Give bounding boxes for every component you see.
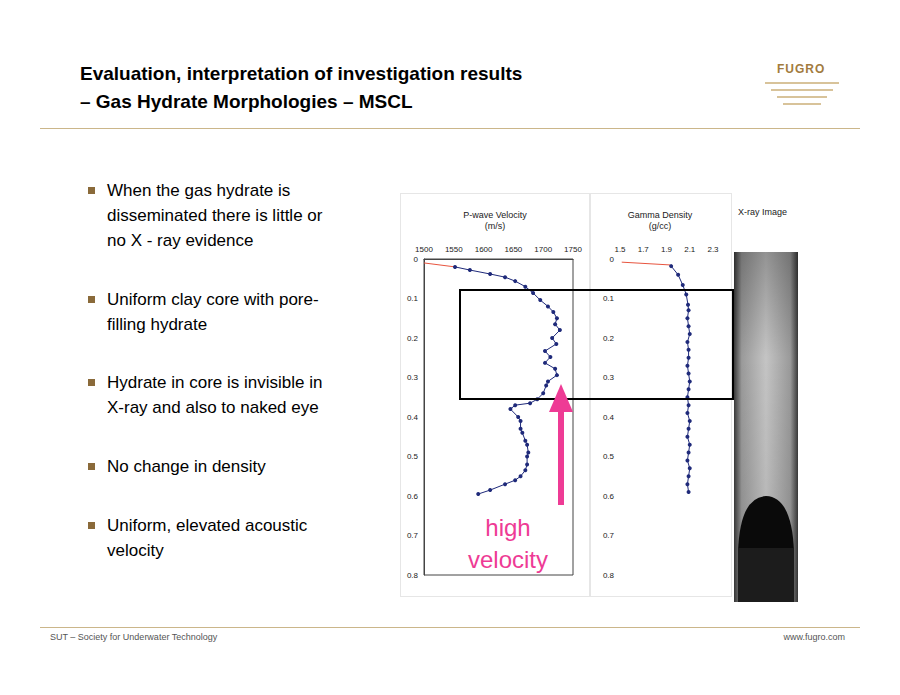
svg-text:0: 0 [414, 255, 419, 264]
svg-text:0.6: 0.6 [603, 492, 615, 501]
svg-text:1700: 1700 [534, 245, 552, 254]
svg-text:1600: 1600 [475, 245, 493, 254]
svg-text:1500: 1500 [415, 245, 433, 254]
html-text:X-ray and also to naked eye: X-ray and also to naked eye [107, 398, 319, 417]
html-text:X-ray Image: X-ray Image [738, 207, 787, 217]
html-text:SUT – Society for Underwater T: SUT – Society for Underwater Technology [50, 632, 218, 642]
svg-text:1550: 1550 [445, 245, 463, 254]
svg-text:2.3: 2.3 [707, 245, 719, 254]
svg-text:1.9: 1.9 [661, 245, 673, 254]
svg-text:0.4: 0.4 [407, 413, 419, 422]
svg-text:(g/cc): (g/cc) [649, 221, 672, 231]
html-text:Evaluation, interpretation of: Evaluation, interpretation of investigat… [80, 63, 523, 84]
svg-text:0.1: 0.1 [603, 294, 615, 303]
html-text:When the gas hydrate is: When the gas hydrate is [107, 181, 291, 200]
html-text:high: high [485, 514, 531, 541]
svg-text:0.3: 0.3 [407, 373, 419, 382]
html-text:no X - ray evidence: no X - ray evidence [107, 231, 254, 250]
svg-text:0.6: 0.6 [407, 492, 419, 501]
svg-text:Gamma Density: Gamma Density [628, 210, 693, 220]
svg-text:0.3: 0.3 [603, 373, 615, 382]
svg-text:0.8: 0.8 [603, 571, 615, 580]
svg-text:1650: 1650 [505, 245, 523, 254]
svg-text:0.4: 0.4 [603, 413, 615, 422]
svg-text:0.7: 0.7 [603, 531, 615, 540]
svg-text:0.8: 0.8 [407, 571, 419, 580]
html-text:filling hydrate: filling hydrate [107, 315, 208, 334]
html-text:Uniform, elevated acoustic: Uniform, elevated acoustic [107, 516, 308, 535]
svg-text:0.2: 0.2 [603, 334, 615, 343]
html-text:disseminated there is little o: disseminated there is little or [107, 206, 323, 225]
svg-text:1.7: 1.7 [638, 245, 650, 254]
svg-text:1.5: 1.5 [614, 245, 626, 254]
svg-text:0.5: 0.5 [407, 452, 419, 461]
svg-text:0.1: 0.1 [407, 294, 419, 303]
html-text:www.fugro.com: www.fugro.com [783, 632, 845, 642]
svg-text:0.5: 0.5 [603, 452, 615, 461]
svg-text:(m/s): (m/s) [485, 221, 506, 231]
svg-text:0.2: 0.2 [407, 334, 419, 343]
svg-text:0: 0 [610, 255, 615, 264]
svg-text:2.1: 2.1 [684, 245, 696, 254]
html-text:Hydrate in core is invisible i: Hydrate in core is invisible in [107, 373, 323, 392]
html-text:– Gas Hydrate Morphologies – M: – Gas Hydrate Morphologies – MSCL [80, 91, 413, 112]
svg-text:1750: 1750 [564, 245, 582, 254]
html-text:FUGRO: FUGRO [777, 62, 826, 76]
svg-text:0.7: 0.7 [407, 531, 419, 540]
svg-text:P-wave Velocity: P-wave Velocity [463, 210, 527, 220]
html-text:velocity: velocity [468, 546, 548, 573]
html-text:No change in density: No change in density [107, 457, 266, 476]
html-text:velocity: velocity [107, 541, 164, 560]
html-text:Uniform clay core with pore-: Uniform clay core with pore- [107, 290, 319, 309]
